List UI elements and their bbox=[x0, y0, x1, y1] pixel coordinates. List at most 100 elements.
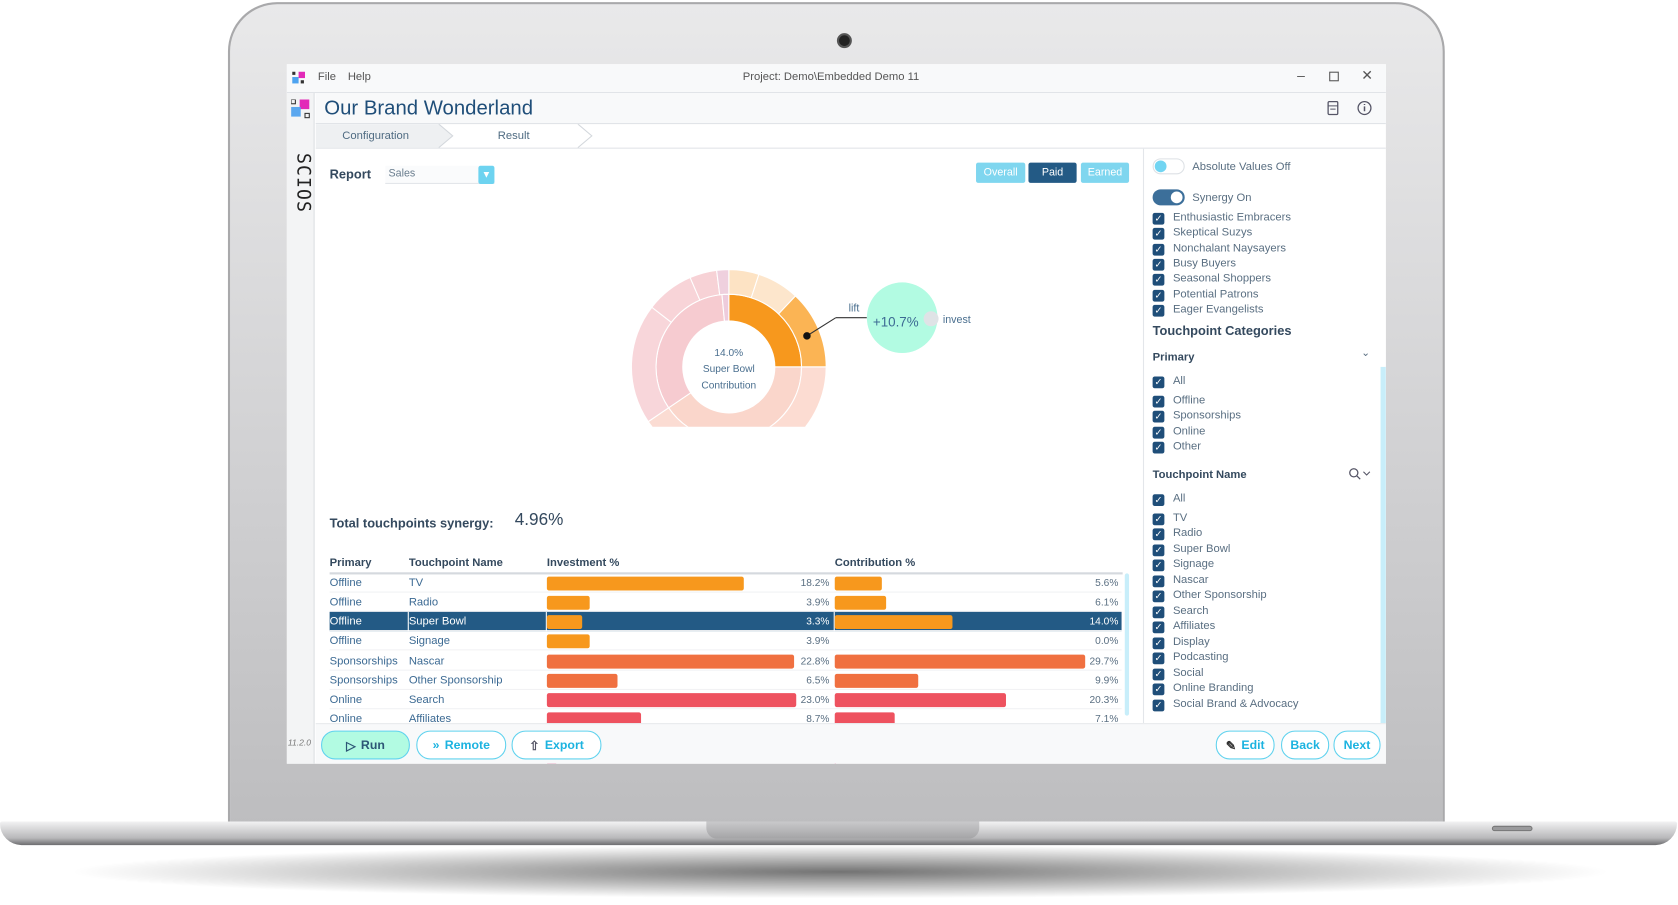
investment-value: 3.9% bbox=[806, 597, 830, 609]
menu-help[interactable]: Help bbox=[347, 70, 371, 84]
touchpoint-filter-label: Super Bowl bbox=[1172, 541, 1231, 555]
touchpoint-filter-label: Social bbox=[1172, 665, 1204, 679]
outer-ring-segment[interactable] bbox=[716, 269, 730, 296]
segment-checkbox[interactable]: ✓ bbox=[1152, 258, 1165, 271]
primary-filter-checkbox[interactable]: ✓ bbox=[1152, 395, 1165, 408]
touchpoint-filter-checkbox[interactable]: ✓ bbox=[1152, 668, 1165, 680]
primary-filter-checkbox[interactable]: ✓ bbox=[1152, 426, 1165, 439]
laptop-notch bbox=[706, 821, 980, 839]
contribution-value: 29.7% bbox=[1089, 655, 1119, 668]
segment-checkbox[interactable]: ✓ bbox=[1152, 212, 1165, 225]
document-icon[interactable] bbox=[1327, 100, 1339, 116]
dropdown-arrow-icon[interactable]: ▼ bbox=[478, 165, 495, 184]
double-chevron-icon: » bbox=[432, 738, 440, 752]
next-button[interactable]: Next bbox=[1333, 730, 1381, 760]
outer-ring-segment[interactable] bbox=[711, 366, 827, 427]
touchpoint-filter-checkbox[interactable]: ✓ bbox=[1152, 605, 1165, 618]
investment-value: 6.5% bbox=[806, 674, 830, 687]
info-icon[interactable] bbox=[1357, 100, 1372, 116]
investment-value: 3.3% bbox=[806, 616, 830, 629]
invest-label: invest bbox=[943, 314, 971, 326]
contribution-value: 5.6% bbox=[1095, 577, 1119, 590]
table-row[interactable]: Offline Radio 3.9% 6.1% bbox=[329, 593, 1122, 613]
table-row[interactable]: Offline TV 18.2% 5.6% bbox=[329, 573, 1122, 593]
touchpoint-filter-checkbox[interactable]: ✓ bbox=[1152, 528, 1165, 541]
breadcrumb-configuration[interactable]: Configuration bbox=[342, 129, 410, 143]
touchpoint-filter-checkbox[interactable]: ✓ bbox=[1152, 637, 1165, 649]
table-scrollbar[interactable] bbox=[1124, 573, 1130, 716]
upload-icon: ⇧ bbox=[529, 739, 540, 753]
touchpoint-filter-checkbox[interactable]: ✓ bbox=[1152, 590, 1165, 603]
export-button[interactable]: ⇧ Export bbox=[511, 730, 602, 760]
segment-checkbox[interactable]: ✓ bbox=[1152, 289, 1165, 302]
app-window: File Help Project: Demo\Embedded Demo 11… bbox=[286, 64, 1386, 764]
close-icon[interactable]: ✕ bbox=[1361, 67, 1373, 84]
touchpoint-filter-checkbox[interactable]: ✓ bbox=[1152, 512, 1165, 525]
table-row[interactable]: Offline Signage 3.9% 0.0% bbox=[329, 632, 1122, 651]
touchpoint-filter-checkbox[interactable]: ✓ bbox=[1152, 543, 1165, 556]
mode-overall-button[interactable]: Overall bbox=[976, 162, 1026, 183]
report-select[interactable]: Sales ▼ bbox=[385, 165, 495, 184]
contribution-value: 7.1% bbox=[1095, 713, 1119, 726]
investment-value: 22.8% bbox=[800, 655, 830, 668]
table-row[interactable]: Sponsorships Other Sponsorship 6.5% 9.9% bbox=[329, 670, 1122, 690]
touchpoint-filter-checkbox[interactable]: ✓ bbox=[1152, 574, 1165, 587]
col-contribution[interactable]: Contribution % bbox=[834, 556, 916, 570]
table-row[interactable]: Sponsorships Nascar 22.8% 29.7% bbox=[329, 651, 1122, 671]
side-strip: SCIOS 11.2.0 bbox=[286, 93, 315, 764]
primary-filter-checkbox[interactable]: ✓ bbox=[1152, 376, 1165, 389]
synergy-toggle[interactable] bbox=[1152, 189, 1185, 206]
cell-divider bbox=[407, 612, 409, 632]
remote-button[interactable]: » Remote bbox=[416, 730, 507, 760]
touchpoint-filter-checkbox[interactable]: ✓ bbox=[1152, 494, 1165, 506]
touchpoint-filter-checkbox[interactable]: ✓ bbox=[1152, 559, 1165, 572]
investment-value: 23.0% bbox=[800, 694, 830, 706]
minimize-icon[interactable]: – bbox=[1297, 67, 1305, 84]
absolute-values-label: Absolute Values Off bbox=[1192, 160, 1291, 174]
investment-bar bbox=[546, 595, 590, 610]
table-row[interactable]: Online Affiliates 8.7% 7.1% bbox=[329, 709, 1122, 729]
menu-file[interactable]: File bbox=[317, 70, 336, 84]
lift-bubble bbox=[866, 282, 938, 354]
primary-filter-checkbox[interactable]: ✓ bbox=[1152, 410, 1165, 423]
back-button[interactable]: Back bbox=[1281, 730, 1330, 760]
absolute-values-toggle[interactable] bbox=[1152, 158, 1185, 175]
search-icon[interactable] bbox=[1348, 467, 1372, 480]
col-touchpoint-name[interactable]: Touchpoint Name bbox=[408, 556, 503, 570]
contribution-bar bbox=[834, 654, 1086, 669]
col-investment[interactable]: Investment % bbox=[546, 556, 620, 570]
edit-button[interactable]: ✎ Edit bbox=[1215, 730, 1275, 760]
breadcrumb-arrows bbox=[315, 124, 593, 149]
report-label: Report bbox=[329, 166, 372, 182]
synergy-value: 4.96% bbox=[514, 511, 564, 530]
footer-toolbar: ▷ Run » Remote ⇧ Export ✎ Edit Back Next bbox=[315, 723, 1386, 764]
synergy-label: Total touchpoints synergy: bbox=[329, 515, 494, 531]
segment-checkbox[interactable]: ✓ bbox=[1152, 274, 1165, 286]
mode-paid-button[interactable]: Paid bbox=[1028, 162, 1077, 183]
segment-checkbox[interactable]: ✓ bbox=[1152, 243, 1165, 256]
table-row[interactable]: Offline Super Bowl 3.3% 14.0% bbox=[329, 612, 1122, 632]
breadcrumb-result[interactable]: Result bbox=[497, 129, 530, 143]
mode-earned-button[interactable]: Earned bbox=[1080, 162, 1130, 183]
touchpoint-filter-checkbox[interactable]: ✓ bbox=[1152, 621, 1165, 634]
segment-label: Eager Evangelists bbox=[1172, 302, 1264, 316]
maximize-icon[interactable] bbox=[1329, 71, 1339, 82]
col-primary[interactable]: Primary bbox=[329, 556, 372, 570]
segment-checkbox[interactable]: ✓ bbox=[1152, 304, 1165, 317]
investment-bar bbox=[546, 693, 797, 707]
segment-checkbox[interactable]: ✓ bbox=[1152, 228, 1165, 240]
segment-list: ✓ Enthusiastic Embracers ✓ Skeptical Suzys ✓… bbox=[1144, 211, 1386, 322]
run-button[interactable]: ▷ Run bbox=[321, 730, 410, 760]
touchpoint-filter-checkbox[interactable]: ✓ bbox=[1152, 699, 1165, 711]
page-title: Our Brand Wonderland bbox=[324, 97, 534, 120]
filter-scrollbar[interactable] bbox=[1380, 366, 1386, 724]
touchpoint-filter-checkbox[interactable]: ✓ bbox=[1152, 683, 1165, 696]
primary-chevron-icon[interactable]: ⌄ bbox=[1361, 347, 1371, 360]
primary-filter-checkbox[interactable]: ✓ bbox=[1152, 442, 1165, 454]
table-row[interactable]: Online Search 23.0% 20.3% bbox=[329, 690, 1122, 710]
pencil-icon: ✎ bbox=[1225, 739, 1237, 753]
touchpoint-filter-checkbox[interactable]: ✓ bbox=[1152, 652, 1165, 665]
touchpoint-filter-label: Radio bbox=[1172, 526, 1203, 540]
remote-label: Remote bbox=[444, 738, 490, 752]
lift-label: lift bbox=[849, 302, 860, 314]
